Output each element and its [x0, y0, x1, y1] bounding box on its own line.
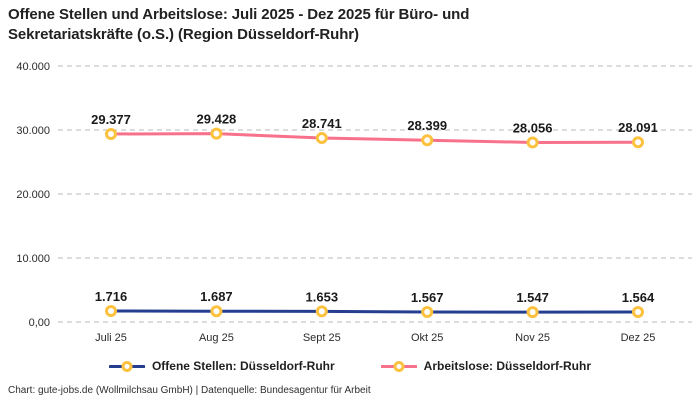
- data-point: [210, 305, 223, 318]
- chart-title: Offene Stellen und Arbeitslose: Juli 202…: [8, 6, 470, 43]
- legend-item-arbeitslose[interactable]: Arbeitslose: Düsseldorf-Ruhr: [380, 359, 592, 373]
- legend-line-marker-icon: [380, 360, 417, 373]
- y-tick-label: 0,00: [29, 317, 50, 329]
- data-point: [421, 305, 434, 318]
- x-tick-label: Nov 25: [515, 332, 550, 344]
- y-tick-label: 40.000: [16, 61, 50, 73]
- data-point: [421, 134, 434, 147]
- data-point-label: 29.377: [91, 112, 131, 127]
- legend-line-marker-icon: [108, 360, 145, 373]
- y-tick-label: 10.000: [16, 253, 50, 265]
- line-chart-plot: 0,00 10.000 20.000 30.000 40.000 Juli 25 Aug 2…: [16, 61, 692, 344]
- series-line-0: [109, 309, 640, 314]
- series-line-1: [109, 132, 640, 144]
- legend-label: Offene Stellen: Düsseldorf-Ruhr: [151, 359, 335, 373]
- x-tick-label: Juli 25: [95, 332, 127, 344]
- data-point-label: 28.741: [302, 116, 342, 131]
- data-point-label: 29.428: [197, 112, 237, 127]
- y-tick-label: 30.000: [16, 125, 50, 137]
- data-point: [526, 306, 539, 319]
- y-tick-label: 20.000: [16, 189, 50, 201]
- data-point: [315, 132, 328, 145]
- x-tick-label: Okt 25: [411, 332, 443, 344]
- data-point-label: 28.056: [513, 120, 553, 135]
- legend-glyph-svg: [380, 360, 417, 372]
- data-point-label: 1.547: [516, 290, 549, 305]
- x-tick-label: Sept 25: [303, 332, 341, 344]
- data-point: [105, 305, 117, 318]
- data-point: [105, 127, 117, 140]
- x-tick-label: Dez 25: [621, 332, 656, 344]
- chart-credit: Chart: gute-jobs.de (Wollmilchsau GmbH) …: [8, 385, 371, 396]
- data-point-label: 28.399: [407, 118, 447, 133]
- data-point-label: 1.716: [95, 289, 128, 304]
- data-point-label: 1.564: [622, 290, 655, 305]
- x-tick-label: Aug 25: [199, 332, 234, 344]
- data-point: [210, 127, 223, 140]
- data-point: [632, 305, 644, 318]
- legend-label: Arbeitslose: Düsseldorf-Ruhr: [423, 359, 592, 373]
- data-point-label: 1.687: [200, 289, 233, 304]
- legend-glyph-svg: [108, 360, 145, 372]
- data-point-label: 1.567: [411, 290, 444, 305]
- data-point-label: 1.653: [306, 289, 339, 304]
- data-point: [526, 136, 539, 149]
- chart-legend: Offene Stellen: Düsseldorf-Ruhr Arbeitsl…: [0, 359, 700, 373]
- data-point: [632, 136, 644, 149]
- data-point-label: 28.091: [618, 120, 658, 135]
- legend-item-offene-stellen[interactable]: Offene Stellen: Düsseldorf-Ruhr: [108, 359, 335, 373]
- data-point: [315, 305, 328, 318]
